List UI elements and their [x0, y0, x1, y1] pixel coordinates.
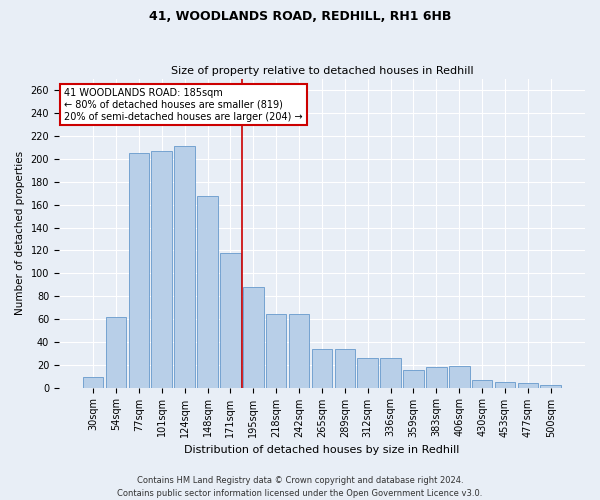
Bar: [128, 154, 149, 388]
Bar: [289, 314, 310, 388]
Bar: [403, 370, 424, 388]
Bar: [83, 378, 103, 388]
Bar: [472, 380, 493, 388]
Bar: [449, 366, 470, 388]
Bar: [380, 358, 401, 388]
Bar: [495, 382, 515, 388]
Y-axis label: Number of detached properties: Number of detached properties: [15, 151, 25, 316]
Bar: [541, 386, 561, 388]
X-axis label: Distribution of detached houses by size in Redhill: Distribution of detached houses by size …: [184, 445, 460, 455]
Bar: [151, 151, 172, 388]
Bar: [266, 314, 286, 388]
Bar: [426, 367, 446, 388]
Bar: [518, 383, 538, 388]
Bar: [335, 348, 355, 388]
Bar: [106, 316, 126, 388]
Text: Contains HM Land Registry data © Crown copyright and database right 2024.
Contai: Contains HM Land Registry data © Crown c…: [118, 476, 482, 498]
Bar: [243, 287, 263, 388]
Bar: [358, 358, 378, 388]
Bar: [175, 146, 195, 388]
Bar: [197, 196, 218, 388]
Text: 41, WOODLANDS ROAD, REDHILL, RH1 6HB: 41, WOODLANDS ROAD, REDHILL, RH1 6HB: [149, 10, 451, 23]
Bar: [220, 252, 241, 388]
Text: 41 WOODLANDS ROAD: 185sqm
← 80% of detached houses are smaller (819)
20% of semi: 41 WOODLANDS ROAD: 185sqm ← 80% of detac…: [64, 88, 303, 122]
Bar: [311, 348, 332, 388]
Title: Size of property relative to detached houses in Redhill: Size of property relative to detached ho…: [170, 66, 473, 76]
